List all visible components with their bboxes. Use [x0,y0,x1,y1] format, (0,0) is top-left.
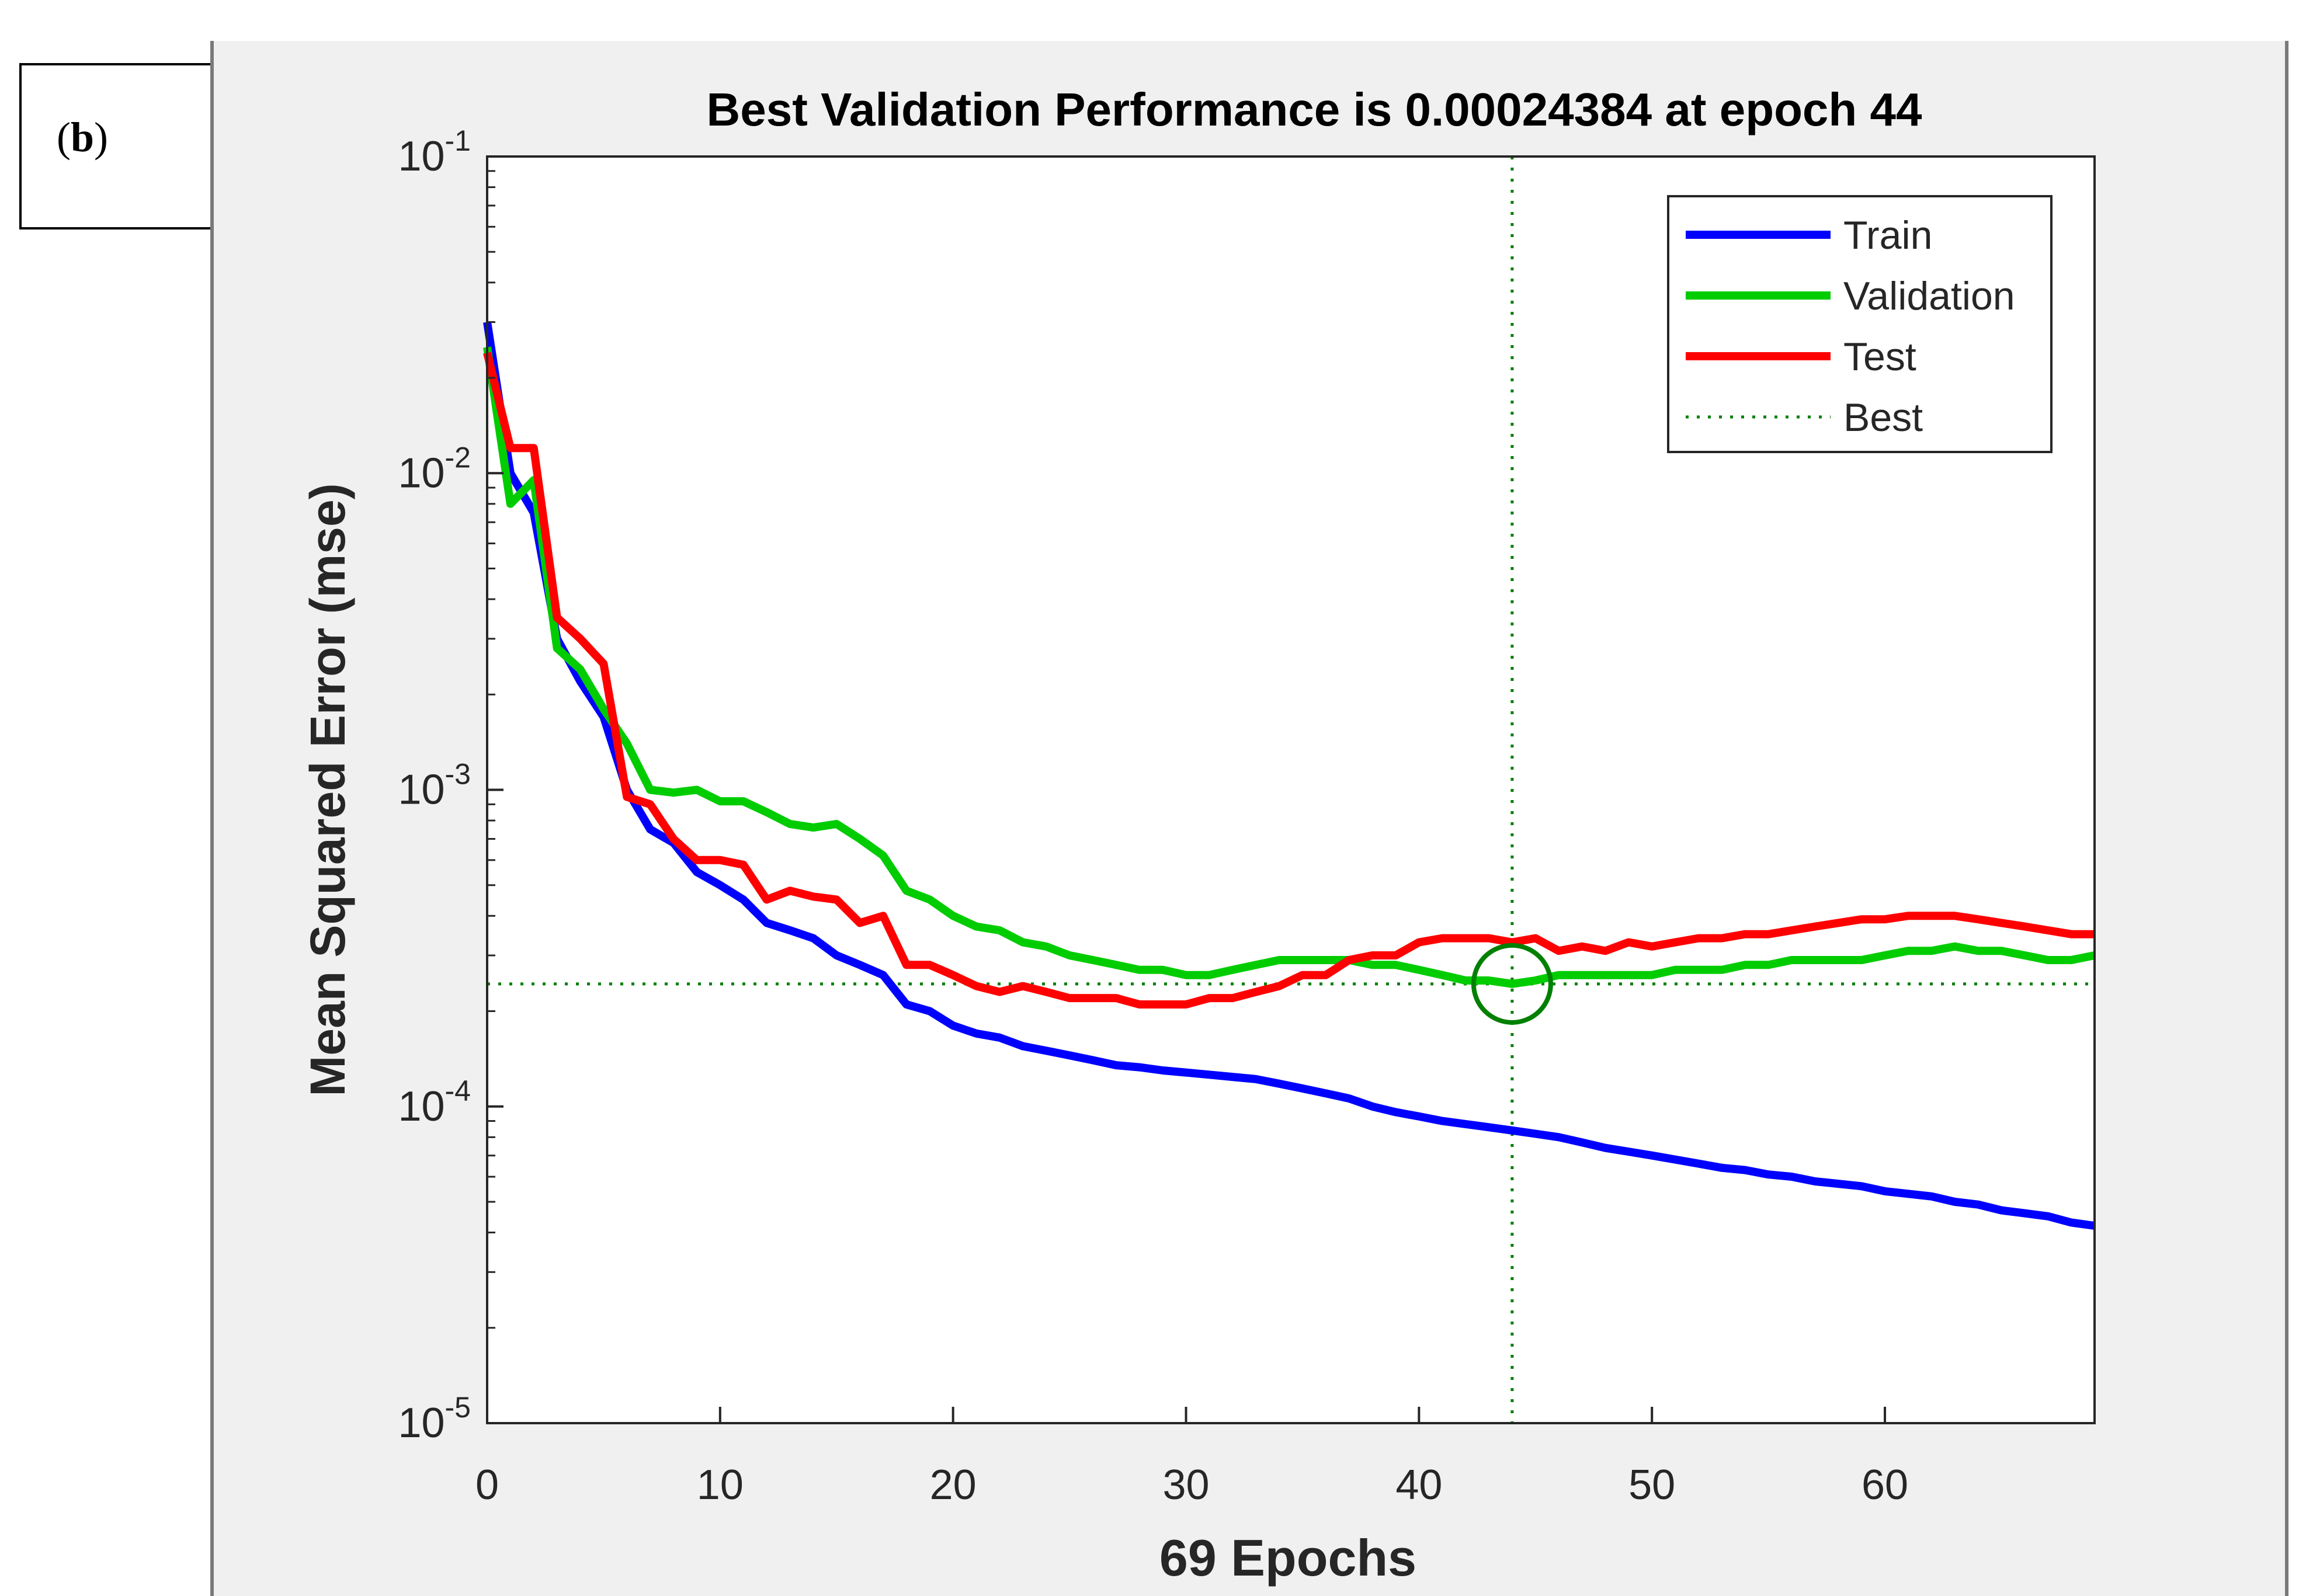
axes: 0 10 20 30 40 50 60 10-5 10-4 10-3 10-2 10-1 [398,124,1908,1508]
legend: Train Validation Test Best [1667,195,2053,453]
panel-label-letter: b [70,114,95,161]
x-tick-label: 30 [1162,1462,1209,1508]
y-tick-label: 10-1 [398,124,471,180]
x-tick-label: 40 [1395,1462,1442,1508]
best-marker-circle [1471,943,1553,1025]
y-tick-label: 10-3 [398,758,471,813]
series-line-train [483,321,2095,1230]
best-lines [487,157,2095,1423]
series-line-test [483,352,2095,1009]
y-tick-label: 10-4 [398,1075,471,1130]
series-layer [483,321,2096,1230]
x-tick-label: 50 [1628,1462,1675,1508]
x-axis-label: 69 Epochs [1159,1529,1416,1587]
chart-title: Best Validation Performance is 0.0002438… [706,84,1922,135]
legend-label-test: Test [1843,335,1916,379]
legend-label-train: Train [1843,213,1932,258]
x-tick-label: 60 [1862,1462,1908,1508]
x-tick-label: 0 [475,1462,499,1508]
x-tick-label: 10 [697,1462,744,1508]
legend-label-best: Best [1843,395,1923,440]
x-tick-label: 20 [930,1462,977,1508]
y-axis-label: Mean Squared Error (mse) [300,483,355,1096]
legend-label-validation: Validation [1843,274,2015,318]
panel-label: (b) [19,63,219,230]
y-tick-label: 10-2 [398,441,471,496]
y-tick-label: 10-5 [398,1391,471,1447]
series-line-validation [483,346,2096,988]
